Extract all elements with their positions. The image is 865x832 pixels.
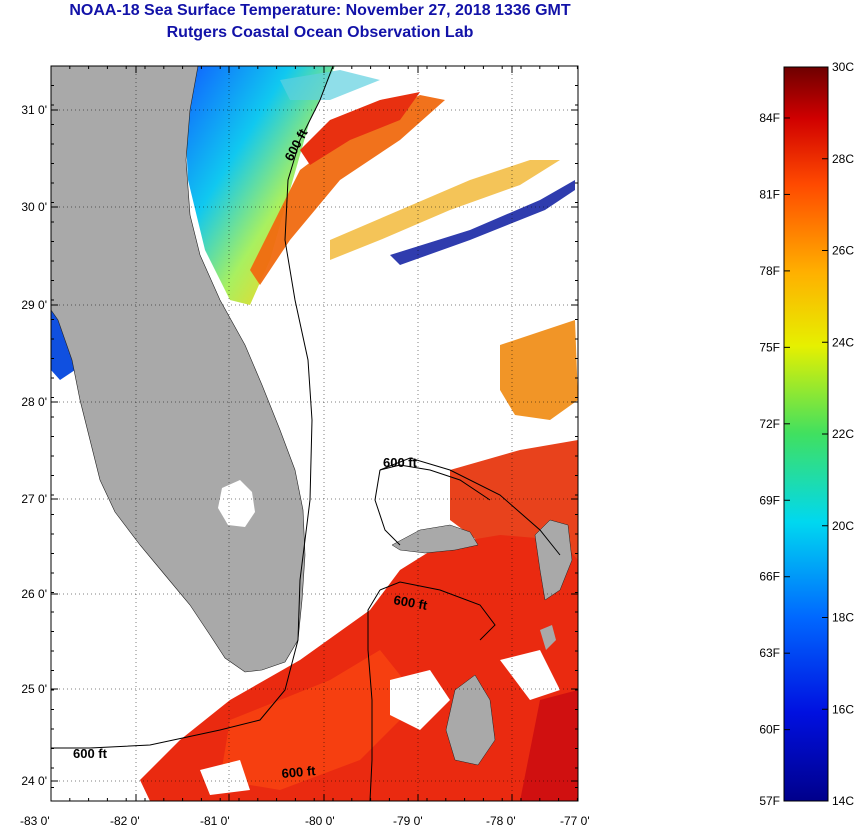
cloud-gap — [390, 670, 450, 730]
sst-warm-mass-core — [220, 650, 420, 790]
colorbar-celsius-label: 22C — [832, 427, 854, 441]
sst-map — [51, 66, 578, 801]
longitude-label: -82 0' — [110, 814, 140, 828]
axis-ticks — [50, 65, 579, 801]
longitude-label: -78 0' — [486, 814, 516, 828]
latitude-label: 25 0' — [21, 682, 47, 696]
latitude-label: 30 0' — [21, 200, 47, 214]
colorbar-celsius-label: 24C — [832, 335, 854, 349]
colorbar-celsius-label: 30C — [832, 60, 854, 74]
latitude-label: 31 0' — [21, 103, 47, 117]
colorbar-celsius-label: 16C — [832, 702, 854, 716]
sst-scattered-streak — [330, 160, 560, 260]
temperature-colorbar — [783, 66, 829, 802]
longitude-label: -79 0' — [393, 814, 423, 828]
colorbar-fahrenheit-label: 84F — [759, 111, 780, 125]
longitude-label: -81 0' — [200, 814, 230, 828]
sst-cold-streak — [390, 180, 575, 265]
colorbar-celsius-label: 18C — [832, 611, 854, 625]
colorbar-fahrenheit-label: 69F — [759, 493, 780, 507]
sst-hot-patch-se — [520, 690, 578, 801]
latitude-labels: 31 0' 30 0' 29 0' 28 0' 27 0' 26 0' 25 0' 24 0' — [21, 103, 47, 788]
colorbar-fahrenheit-label: 78F — [759, 264, 780, 278]
sst-hot-streak-north — [300, 92, 420, 165]
latitude-label: 27 0' — [21, 492, 47, 506]
latitude-label: 24 0' — [21, 774, 47, 788]
isobath-label: 600 ft — [392, 592, 429, 613]
sst-warm-streak-north — [250, 95, 445, 285]
cloud-gap — [500, 650, 560, 700]
bahamas-cay — [540, 625, 556, 650]
colorbar-fahrenheit-label: 66F — [759, 570, 780, 584]
colorbar-fahrenheit-label: 75F — [759, 340, 780, 354]
colorbar-celsius-label: 26C — [832, 244, 854, 258]
isobath-label: 600 ft — [383, 455, 418, 470]
longitude-labels: -83 0' -82 0' -81 0' -80 0' -79 0' -78 0' -77 … — [20, 814, 590, 828]
sst-coastal-cold-band — [185, 66, 335, 305]
latitude-label: 29 0' — [21, 298, 47, 312]
longitude-label: -83 0' — [20, 814, 50, 828]
colorbar-fahrenheit-label: 60F — [759, 723, 780, 737]
latitude-label: 28 0' — [21, 395, 47, 409]
colorbar-fahrenheit-label: 63F — [759, 646, 780, 660]
longitude-label: -80 0' — [305, 814, 335, 828]
colorbar-fahrenheit-label: 72F — [759, 417, 780, 431]
map-subtitle: Rutgers Coastal Ocean Observation Lab — [166, 24, 474, 41]
map-title: NOAA-18 Sea Surface Temperature: Novembe… — [69, 2, 571, 19]
colorbar-celsius-label: 14C — [832, 794, 854, 808]
sst-warm-patch-east — [500, 320, 578, 420]
sst-cool-patch — [280, 70, 380, 100]
colorbar-celsius-label: 28C — [832, 152, 854, 166]
colorbar-fahrenheit-label: 81F — [759, 187, 780, 201]
andros-island — [445, 674, 496, 766]
isobath-label: 600 ft — [281, 763, 317, 781]
colorbar-fahrenheit-label: 57F — [759, 794, 780, 808]
cloud-gap — [200, 760, 250, 795]
isobath-600ft — [51, 66, 561, 801]
colorbar-fahrenheit-labels: 84F 81F 78F 75F 72F 69F 66F 63F 60F 57F — [759, 111, 780, 808]
colorbar-ticks — [784, 66, 828, 802]
latitude-label: 26 0' — [21, 587, 47, 601]
colorbar-celsius-label: 20C — [832, 519, 854, 533]
longitude-label: -77 0' — [560, 814, 590, 828]
abaco-island — [534, 519, 573, 601]
lake-okeechobee — [218, 480, 255, 527]
isobath-label: 600 ft — [73, 746, 108, 761]
colorbar-celsius-labels: 30C 28C 26C 24C 22C 20C 18C 16C 14C — [832, 60, 854, 808]
grand-bahama-island — [391, 524, 479, 554]
